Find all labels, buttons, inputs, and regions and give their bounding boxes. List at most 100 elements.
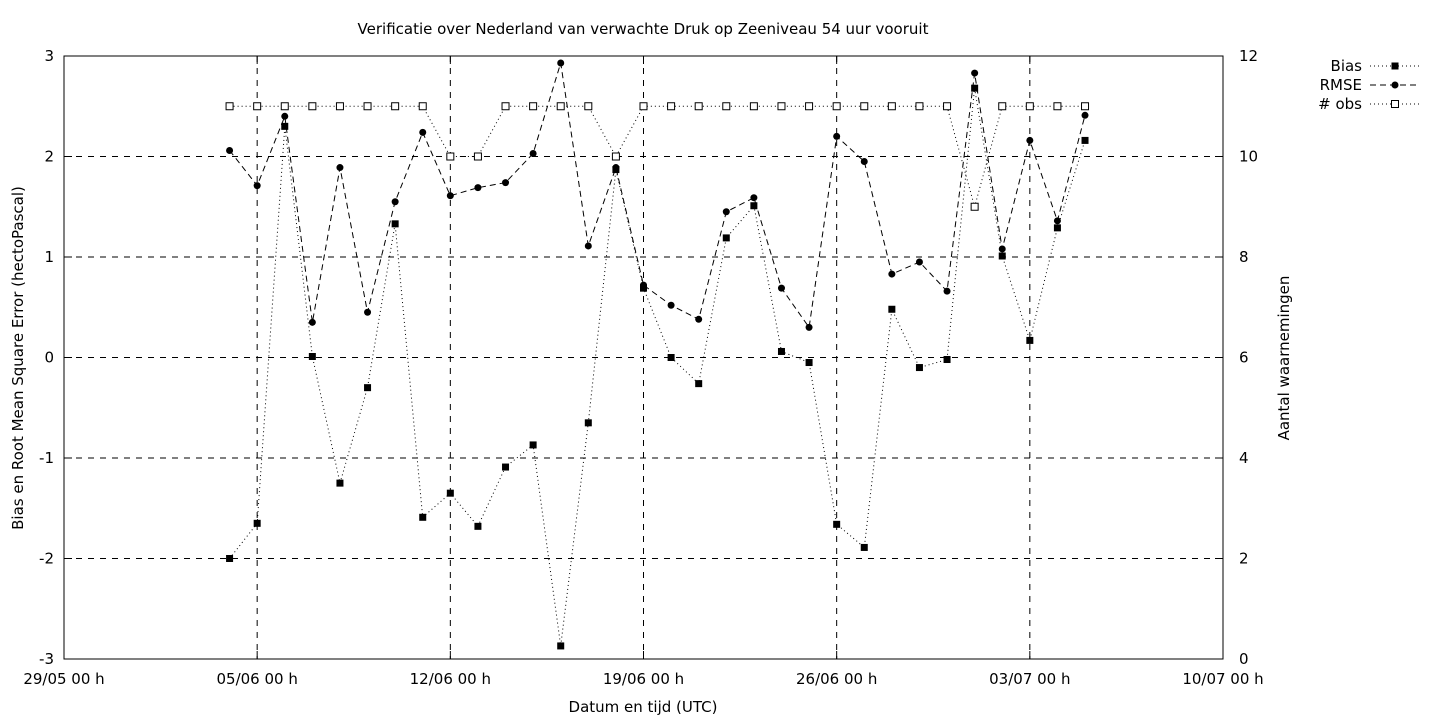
data-point-bias bbox=[805, 359, 813, 367]
data-point-bias bbox=[474, 522, 482, 530]
data-point-obs bbox=[639, 102, 648, 111]
data-point-bias bbox=[253, 519, 261, 527]
y2-tick-label: 8 bbox=[1239, 248, 1249, 266]
data-point-bias bbox=[722, 234, 730, 242]
data-point-rmse bbox=[419, 128, 427, 136]
x-axis: 29/05 00 h 05/06 00 h 12/06 00 h 19/06 00 h… bbox=[23, 56, 1264, 688]
x-axis-title: Datum en tijd (UTC) bbox=[569, 698, 718, 716]
data-point-bias bbox=[860, 543, 868, 551]
data-point-obs bbox=[446, 152, 455, 161]
data-point-rmse bbox=[226, 146, 234, 154]
data-point-obs bbox=[529, 102, 538, 111]
data-point-rmse bbox=[943, 287, 951, 295]
y-axis-title: Bias en Root Mean Square Error (hectoPas… bbox=[9, 186, 27, 530]
data-point-obs bbox=[280, 102, 289, 111]
data-point-obs bbox=[998, 102, 1007, 111]
data-point-obs bbox=[308, 102, 317, 111]
data-point-bias bbox=[391, 220, 399, 228]
data-point-obs bbox=[501, 102, 510, 111]
data-point-rmse bbox=[805, 323, 813, 331]
data-point-bias bbox=[529, 441, 537, 449]
data-point-rmse bbox=[860, 158, 868, 166]
data-point-rmse bbox=[474, 184, 482, 192]
data-point-bias bbox=[281, 122, 289, 130]
data-point-bias bbox=[336, 479, 344, 487]
y-axis-right: 0 2 4 6 8 10 12 bbox=[1215, 47, 1258, 668]
x-tick-label: 03/07 00 h bbox=[989, 670, 1070, 688]
y2-tick-label: 2 bbox=[1239, 550, 1249, 568]
data-point-rmse bbox=[1081, 111, 1089, 119]
data-point-obs bbox=[694, 102, 703, 111]
data-point-obs bbox=[418, 102, 427, 111]
chart-title: Verificatie over Nederland van verwachte… bbox=[358, 20, 929, 38]
data-point-bias bbox=[998, 252, 1006, 260]
data-point-bias bbox=[888, 305, 896, 313]
data-point-bias bbox=[557, 642, 565, 650]
data-point-bias bbox=[943, 356, 951, 364]
data-point-obs bbox=[253, 102, 262, 111]
series-line-bias bbox=[229, 88, 1086, 646]
data-point-obs bbox=[584, 102, 593, 111]
data-point-rmse bbox=[777, 284, 785, 292]
data-point-obs bbox=[887, 102, 896, 111]
data-point-rmse bbox=[915, 258, 923, 266]
data-point-rmse bbox=[612, 164, 620, 172]
x-tick-label: 10/07 00 h bbox=[1182, 670, 1263, 688]
y-tick-label: 3 bbox=[44, 47, 54, 65]
legend-label: # obs bbox=[1318, 95, 1362, 113]
data-point-rmse bbox=[529, 149, 537, 157]
data-point-bias bbox=[1053, 224, 1061, 232]
data-point-bias bbox=[419, 513, 427, 521]
data-point-obs bbox=[335, 102, 344, 111]
data-point-obs bbox=[1025, 102, 1034, 111]
data-point-obs bbox=[556, 102, 565, 111]
data-point-rmse bbox=[640, 281, 647, 289]
data-point-rmse bbox=[1053, 217, 1061, 225]
legend-label: RMSE bbox=[1320, 76, 1362, 94]
x-tick-label: 12/06 00 h bbox=[410, 670, 491, 688]
y-tick-label: -1 bbox=[39, 449, 54, 467]
y2-tick-label: 6 bbox=[1239, 349, 1249, 367]
x-tick-label: 19/06 00 h bbox=[603, 670, 684, 688]
y-tick-label: 0 bbox=[44, 349, 54, 367]
data-point-rmse bbox=[971, 69, 979, 77]
data-point-obs bbox=[611, 152, 620, 161]
data-point-bias bbox=[667, 354, 675, 361]
data-point-obs bbox=[391, 102, 400, 111]
data-point-obs bbox=[1081, 102, 1090, 111]
data-point-obs bbox=[777, 102, 786, 111]
data-point-bias bbox=[971, 84, 979, 92]
data-point-obs bbox=[915, 102, 924, 111]
data-point-rmse bbox=[557, 59, 565, 67]
data-point-rmse bbox=[308, 318, 316, 326]
series-markers bbox=[225, 59, 1090, 650]
y2-axis-title: Aantal waarnemingen bbox=[1275, 276, 1293, 441]
data-point-bias bbox=[1081, 136, 1089, 144]
data-point-bias bbox=[1026, 336, 1034, 344]
legend-label: Bias bbox=[1331, 57, 1363, 75]
data-point-bias bbox=[364, 384, 372, 392]
data-point-obs bbox=[363, 102, 372, 111]
data-point-rmse bbox=[502, 179, 510, 187]
data-point-obs bbox=[722, 102, 731, 111]
data-point-bias bbox=[446, 489, 454, 497]
data-point-rmse bbox=[584, 242, 592, 250]
y-tick-label: 2 bbox=[44, 148, 54, 166]
data-point-rmse bbox=[667, 301, 675, 309]
x-tick-label: 26/06 00 h bbox=[796, 670, 877, 688]
data-point-obs bbox=[473, 152, 482, 161]
grid bbox=[64, 56, 1223, 659]
data-point-rmse bbox=[1026, 136, 1034, 144]
data-point-rmse bbox=[750, 194, 758, 202]
data-point-obs bbox=[805, 102, 814, 111]
data-point-rmse bbox=[391, 198, 399, 206]
data-point-rmse bbox=[364, 308, 372, 316]
data-point-bias bbox=[502, 463, 510, 471]
y-tick-label: 1 bbox=[44, 248, 54, 266]
data-point-bias bbox=[915, 364, 923, 372]
data-point-bias bbox=[308, 352, 316, 360]
legend-marker bbox=[1391, 62, 1399, 70]
data-point-obs bbox=[667, 102, 676, 111]
y-axis-left: -3 -2 -1 0 1 2 3 bbox=[39, 47, 72, 668]
